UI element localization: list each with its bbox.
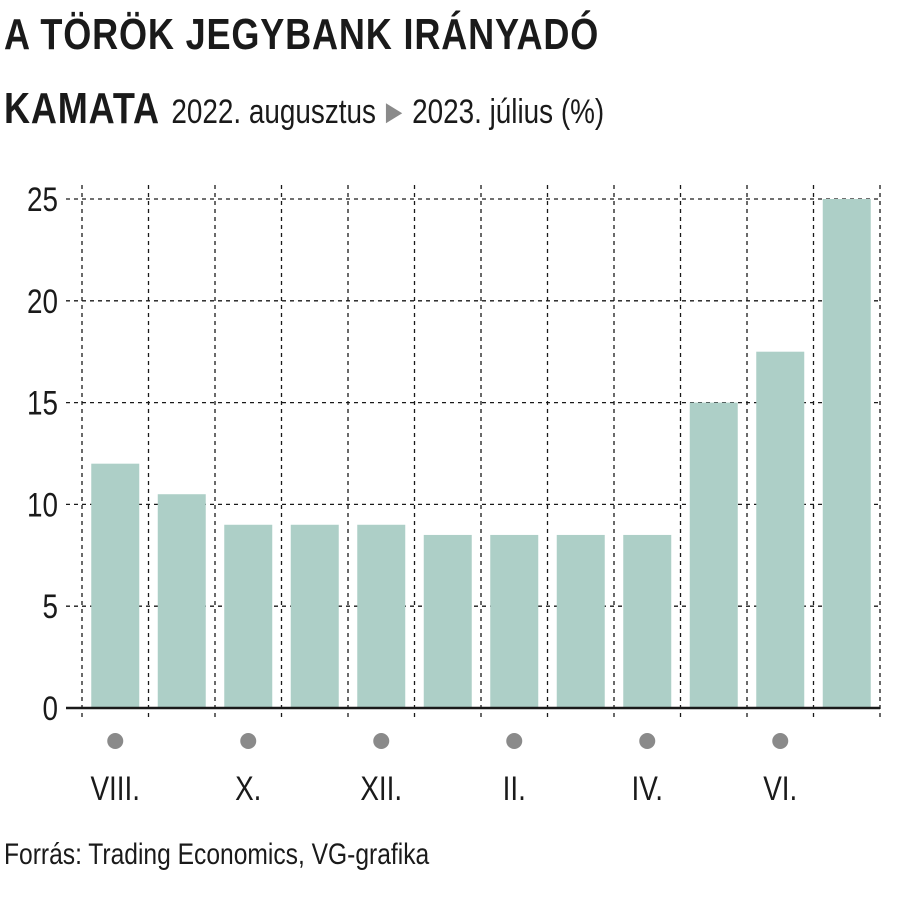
y-tick-label: 0 xyxy=(42,689,58,727)
bar xyxy=(357,524,406,708)
period-start: 2022. augusztus xyxy=(171,93,376,131)
bar xyxy=(224,524,273,708)
bar xyxy=(623,534,672,708)
y-tick-label: 20 xyxy=(27,282,58,320)
x-tick-label: VIII. xyxy=(90,769,140,807)
x-tick-label: XII. xyxy=(360,769,402,807)
bar xyxy=(91,463,140,708)
chart-subtitle: KAMATA 2022. augusztus ▶ 2023. július (%) xyxy=(4,84,604,134)
source-note: Forrás: Trading Economics, VG-grafika xyxy=(4,838,430,871)
y-tick-label: 25 xyxy=(27,180,58,218)
bar xyxy=(490,534,539,708)
triangle-right-icon: ▶ xyxy=(385,96,403,126)
x-tick-label: II. xyxy=(503,769,526,807)
bar xyxy=(290,524,339,708)
x-tick-dot xyxy=(240,733,257,749)
x-tick-label: VI. xyxy=(763,769,797,807)
chart-title-continued: KAMATA xyxy=(4,84,160,133)
y-tick-label: 10 xyxy=(27,486,58,524)
x-tick-dot xyxy=(107,733,124,749)
chart-title: A TÖRÖK JEGYBANK IRÁNYADÓ xyxy=(4,10,600,59)
x-tick-dot xyxy=(772,733,789,749)
bar xyxy=(157,494,206,708)
y-tick-label: 5 xyxy=(42,588,58,626)
bar xyxy=(423,534,472,708)
y-tick-label: 15 xyxy=(27,384,58,422)
period-end: 2023. július (%) xyxy=(412,93,605,131)
bar xyxy=(822,199,871,708)
bar xyxy=(756,351,805,708)
x-tick-dot xyxy=(373,733,390,749)
bar xyxy=(689,402,738,708)
x-tick-dot xyxy=(639,733,656,749)
x-tick-dot xyxy=(506,733,523,749)
bar xyxy=(556,534,605,708)
x-tick-label: IV. xyxy=(631,769,663,807)
bar-chart: 0 5 10 15 20 25 VIII. X. XII. II. IV. VI. xyxy=(27,180,881,808)
x-tick-label: X. xyxy=(235,769,261,807)
